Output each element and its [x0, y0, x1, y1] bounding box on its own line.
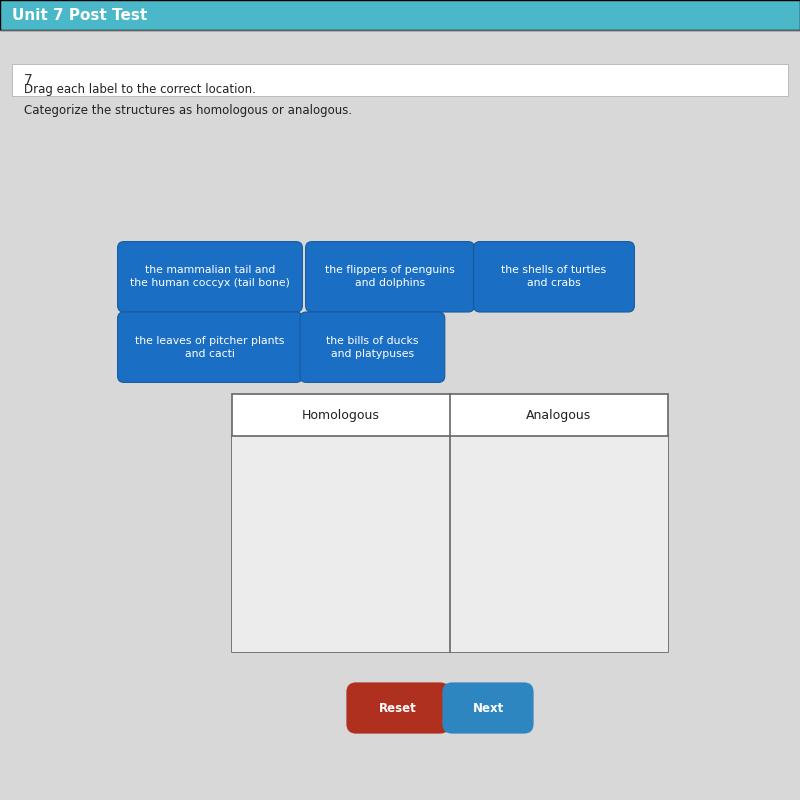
FancyBboxPatch shape [346, 682, 450, 734]
FancyBboxPatch shape [0, 0, 800, 30]
FancyBboxPatch shape [300, 312, 445, 382]
FancyBboxPatch shape [118, 312, 302, 382]
Text: the leaves of pitcher plants
and cacti: the leaves of pitcher plants and cacti [135, 335, 285, 358]
Text: the bills of ducks
and platypuses: the bills of ducks and platypuses [326, 335, 418, 358]
Text: the shells of turtles
and crabs: the shells of turtles and crabs [502, 265, 606, 288]
FancyBboxPatch shape [442, 682, 534, 734]
FancyBboxPatch shape [232, 436, 668, 652]
Text: Homologous: Homologous [302, 409, 380, 422]
Text: the mammalian tail and
the human coccyx (tail bone): the mammalian tail and the human coccyx … [130, 265, 290, 288]
Text: Categorize the structures as homologous or analogous.: Categorize the structures as homologous … [24, 104, 352, 117]
Text: the flippers of penguins
and dolphins: the flippers of penguins and dolphins [325, 265, 455, 288]
FancyBboxPatch shape [474, 242, 634, 312]
FancyBboxPatch shape [12, 64, 788, 96]
Text: 7: 7 [24, 73, 33, 87]
Text: Reset: Reset [379, 702, 417, 714]
Text: Analogous: Analogous [526, 409, 592, 422]
Text: Unit 7 Post Test: Unit 7 Post Test [12, 8, 147, 22]
FancyBboxPatch shape [118, 242, 302, 312]
FancyBboxPatch shape [232, 394, 668, 652]
FancyBboxPatch shape [306, 242, 474, 312]
Text: Next: Next [472, 702, 504, 714]
Text: Drag each label to the correct location.: Drag each label to the correct location. [24, 83, 256, 96]
